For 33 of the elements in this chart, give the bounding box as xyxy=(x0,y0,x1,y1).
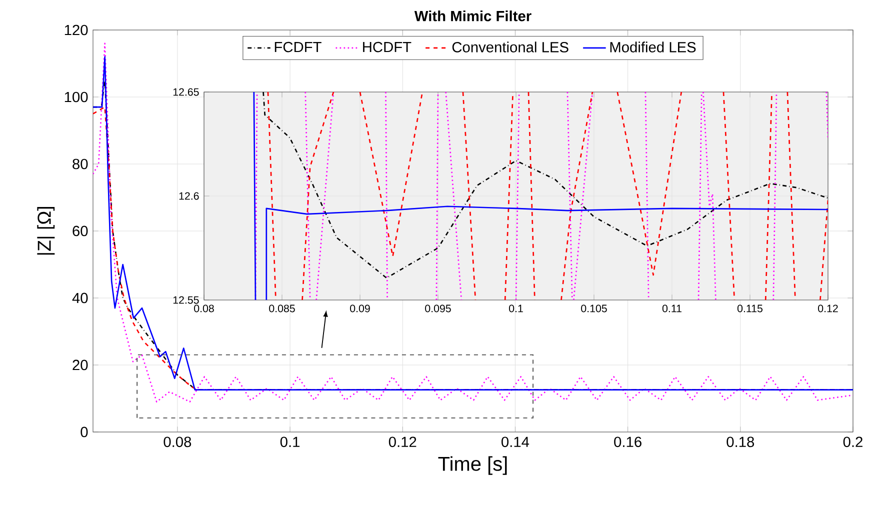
y-tick-label: 80 xyxy=(72,158,88,170)
x-tick-label: 0.08 xyxy=(164,436,192,448)
y-tick-label: 20 xyxy=(72,360,88,370)
legend-label: FCDFT xyxy=(274,42,322,52)
x-tick-label: 0.2 xyxy=(843,436,862,448)
y-tick-label: 0 xyxy=(80,426,88,438)
x-tick-label: 0.18 xyxy=(726,436,754,448)
y-tick-label: 120 xyxy=(64,24,88,36)
legend-label: Modified LES xyxy=(610,42,696,52)
x-tick-label: 0.14 xyxy=(502,436,530,448)
x-tick-label: 0.1 xyxy=(509,304,523,312)
x-tick-label: 0.1 xyxy=(280,436,300,448)
x-tick-label: 0.09 xyxy=(350,304,370,312)
x-tick-label: 0.085 xyxy=(269,304,295,312)
x-axis-title: Time [s] xyxy=(438,456,507,475)
x-tick-label: 0.08 xyxy=(194,304,214,312)
y-tick-label: 12.6 xyxy=(179,192,199,200)
x-tick-label: 0.105 xyxy=(581,304,607,312)
x-tick-label: 0.11 xyxy=(662,304,682,312)
y-axis-title: |Z| [Ω] xyxy=(37,207,55,255)
y-tick-label: 60 xyxy=(72,226,88,236)
x-tick-label: 0.115 xyxy=(737,304,762,312)
legend-label: Conventional LES xyxy=(452,42,568,52)
y-tick-label: 12.65 xyxy=(173,88,199,96)
legend-label: HCDFT xyxy=(363,42,412,52)
x-tick-label: 0.16 xyxy=(614,436,642,448)
x-tick-label: 0.095 xyxy=(425,304,451,312)
x-tick-label: 0.12 xyxy=(818,304,838,312)
x-tick-label: 0.12 xyxy=(388,436,416,448)
y-tick-label: 12.55 xyxy=(173,296,199,304)
chart-title: With Mimic Filter xyxy=(414,10,532,22)
y-tick-label: 100 xyxy=(64,92,88,102)
y-tick-label: 40 xyxy=(72,292,88,304)
